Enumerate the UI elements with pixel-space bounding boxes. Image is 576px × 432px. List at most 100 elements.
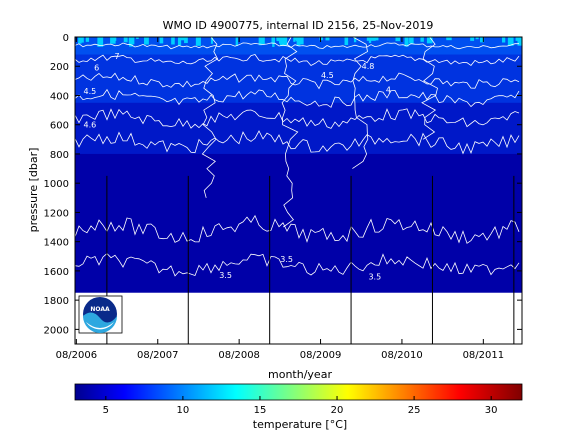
warm-patch [284, 37, 288, 46]
colorbar-tick-label: 25 [408, 405, 421, 416]
x-tick-label: 08/2011 [463, 350, 505, 361]
warm-patch [123, 37, 128, 43]
warm-patch [112, 37, 115, 41]
warm-patch [276, 37, 281, 42]
warm-patch [260, 37, 265, 45]
noaa-logo: NOAA [78, 295, 123, 334]
x-axis: 08/2006 08/2007 08/2008 08/2009 08/2010 08/20… [56, 37, 505, 361]
isotherm-plume [280, 37, 299, 228]
warm-patch [475, 37, 479, 40]
warm-patch [405, 37, 409, 47]
contour-label: 3.5 [219, 271, 232, 280]
warm-patch [507, 37, 514, 46]
y-tick-label: 1600 [44, 267, 69, 278]
colorbar-tick-label: 10 [177, 405, 190, 416]
warm-patch [78, 37, 84, 43]
chart-title: WMO ID 4900775, internal ID 2156, 25-Nov… [163, 19, 434, 32]
isotherm-line [75, 130, 520, 155]
plot-frame [74, 36, 523, 345]
logo-wave-icon [83, 312, 117, 333]
y-tick-label: 600 [50, 121, 69, 132]
colorbar-tick-label: 15 [254, 405, 267, 416]
warm-patch [344, 37, 349, 46]
colorbar-tick-label: 5 [103, 405, 109, 416]
warm-patch [409, 37, 414, 44]
y-tick-label: 400 [50, 91, 69, 102]
isotherm-line [75, 72, 520, 90]
warm-patch [517, 37, 522, 46]
warm-patch [515, 37, 520, 41]
warm-patch [195, 37, 201, 46]
y-tick-label: 1400 [44, 238, 69, 249]
no-data-region [75, 292, 522, 344]
x-tick-label: 08/2010 [381, 350, 423, 361]
warm-patch [297, 37, 304, 45]
isotherm-line [75, 54, 520, 67]
y-tick-label: 0 [63, 33, 69, 44]
contour-label: 4 [386, 86, 391, 95]
contour-label: 4.5 [84, 87, 97, 96]
contour-label: 4.5 [321, 71, 334, 80]
y-tick-label: 800 [50, 150, 69, 161]
y-tick-label: 2000 [44, 325, 69, 336]
warm-patch [97, 37, 104, 47]
warm-patch [279, 37, 286, 47]
warm-patch [144, 37, 149, 45]
warm-patch [446, 37, 452, 41]
warm-patch [325, 37, 330, 41]
x-tick-label: 08/2007 [137, 350, 179, 361]
warm-patch [171, 37, 175, 45]
warm-patch [159, 37, 164, 44]
x-tick-label: 08/2008 [218, 350, 260, 361]
warm-patch [180, 37, 186, 41]
colorbar-label: temperature [°C] [253, 418, 347, 431]
y-tick-label: 1000 [44, 179, 69, 190]
warm-patch [271, 37, 275, 44]
warm-patch [420, 37, 424, 42]
isotherm-line [75, 214, 520, 244]
colorbar-gradient [74, 383, 523, 401]
warm-patch [353, 37, 357, 43]
isotherm-plume [350, 37, 369, 169]
y-tick-label: 1200 [44, 208, 69, 219]
warm-patch [184, 37, 188, 44]
isotherm-line [75, 42, 519, 50]
warm-patch [426, 37, 433, 44]
warm-patch [136, 37, 139, 40]
x-tick-label: 08/2006 [56, 350, 98, 361]
contour-label: 7 [115, 52, 120, 61]
warm-patch [177, 37, 182, 46]
contour-label: 3.5 [368, 273, 381, 282]
warm-patch [375, 37, 379, 41]
isotherm-line [75, 108, 520, 129]
warm-patch [370, 37, 376, 41]
y-axis: 0 200 400 600 800 1000 1200 1400 1600 1800 2000 [44, 33, 522, 336]
isotherm-plume [200, 37, 219, 198]
contour-label: 4.8 [362, 62, 375, 71]
logo-text: NOAA [90, 306, 110, 313]
y-axis-label: pressure [dbar] [27, 148, 40, 233]
heatmap-field: 6 7 4.5 4.6 3.5 3.5 3.5 4.8 4 4.5 [75, 37, 522, 344]
warm-patch [501, 37, 506, 43]
warm-patch [235, 37, 238, 47]
warm-patch [85, 37, 90, 42]
isotherm-plume [420, 37, 438, 140]
isotherm-line [75, 88, 520, 108]
warm-patch [480, 37, 485, 43]
warm-patch [470, 37, 475, 41]
warm-patch [368, 37, 372, 43]
x-axis-label: month/year [268, 368, 332, 381]
warm-patch [210, 37, 214, 44]
contour-label: 4.6 [84, 121, 97, 130]
isotherm-line [75, 252, 520, 277]
x-tick-label: 08/2009 [300, 350, 342, 361]
colorbar-tick-label: 20 [331, 405, 344, 416]
warm-patch [128, 37, 135, 45]
colorbar-tick-label: 30 [485, 405, 498, 416]
contour-label: 3.5 [280, 255, 293, 264]
warm-patch [366, 37, 370, 41]
y-tick-label: 200 [50, 62, 69, 73]
colorbar: 5 10 15 20 25 30 [74, 383, 523, 416]
contour-label: 6 [94, 64, 99, 73]
